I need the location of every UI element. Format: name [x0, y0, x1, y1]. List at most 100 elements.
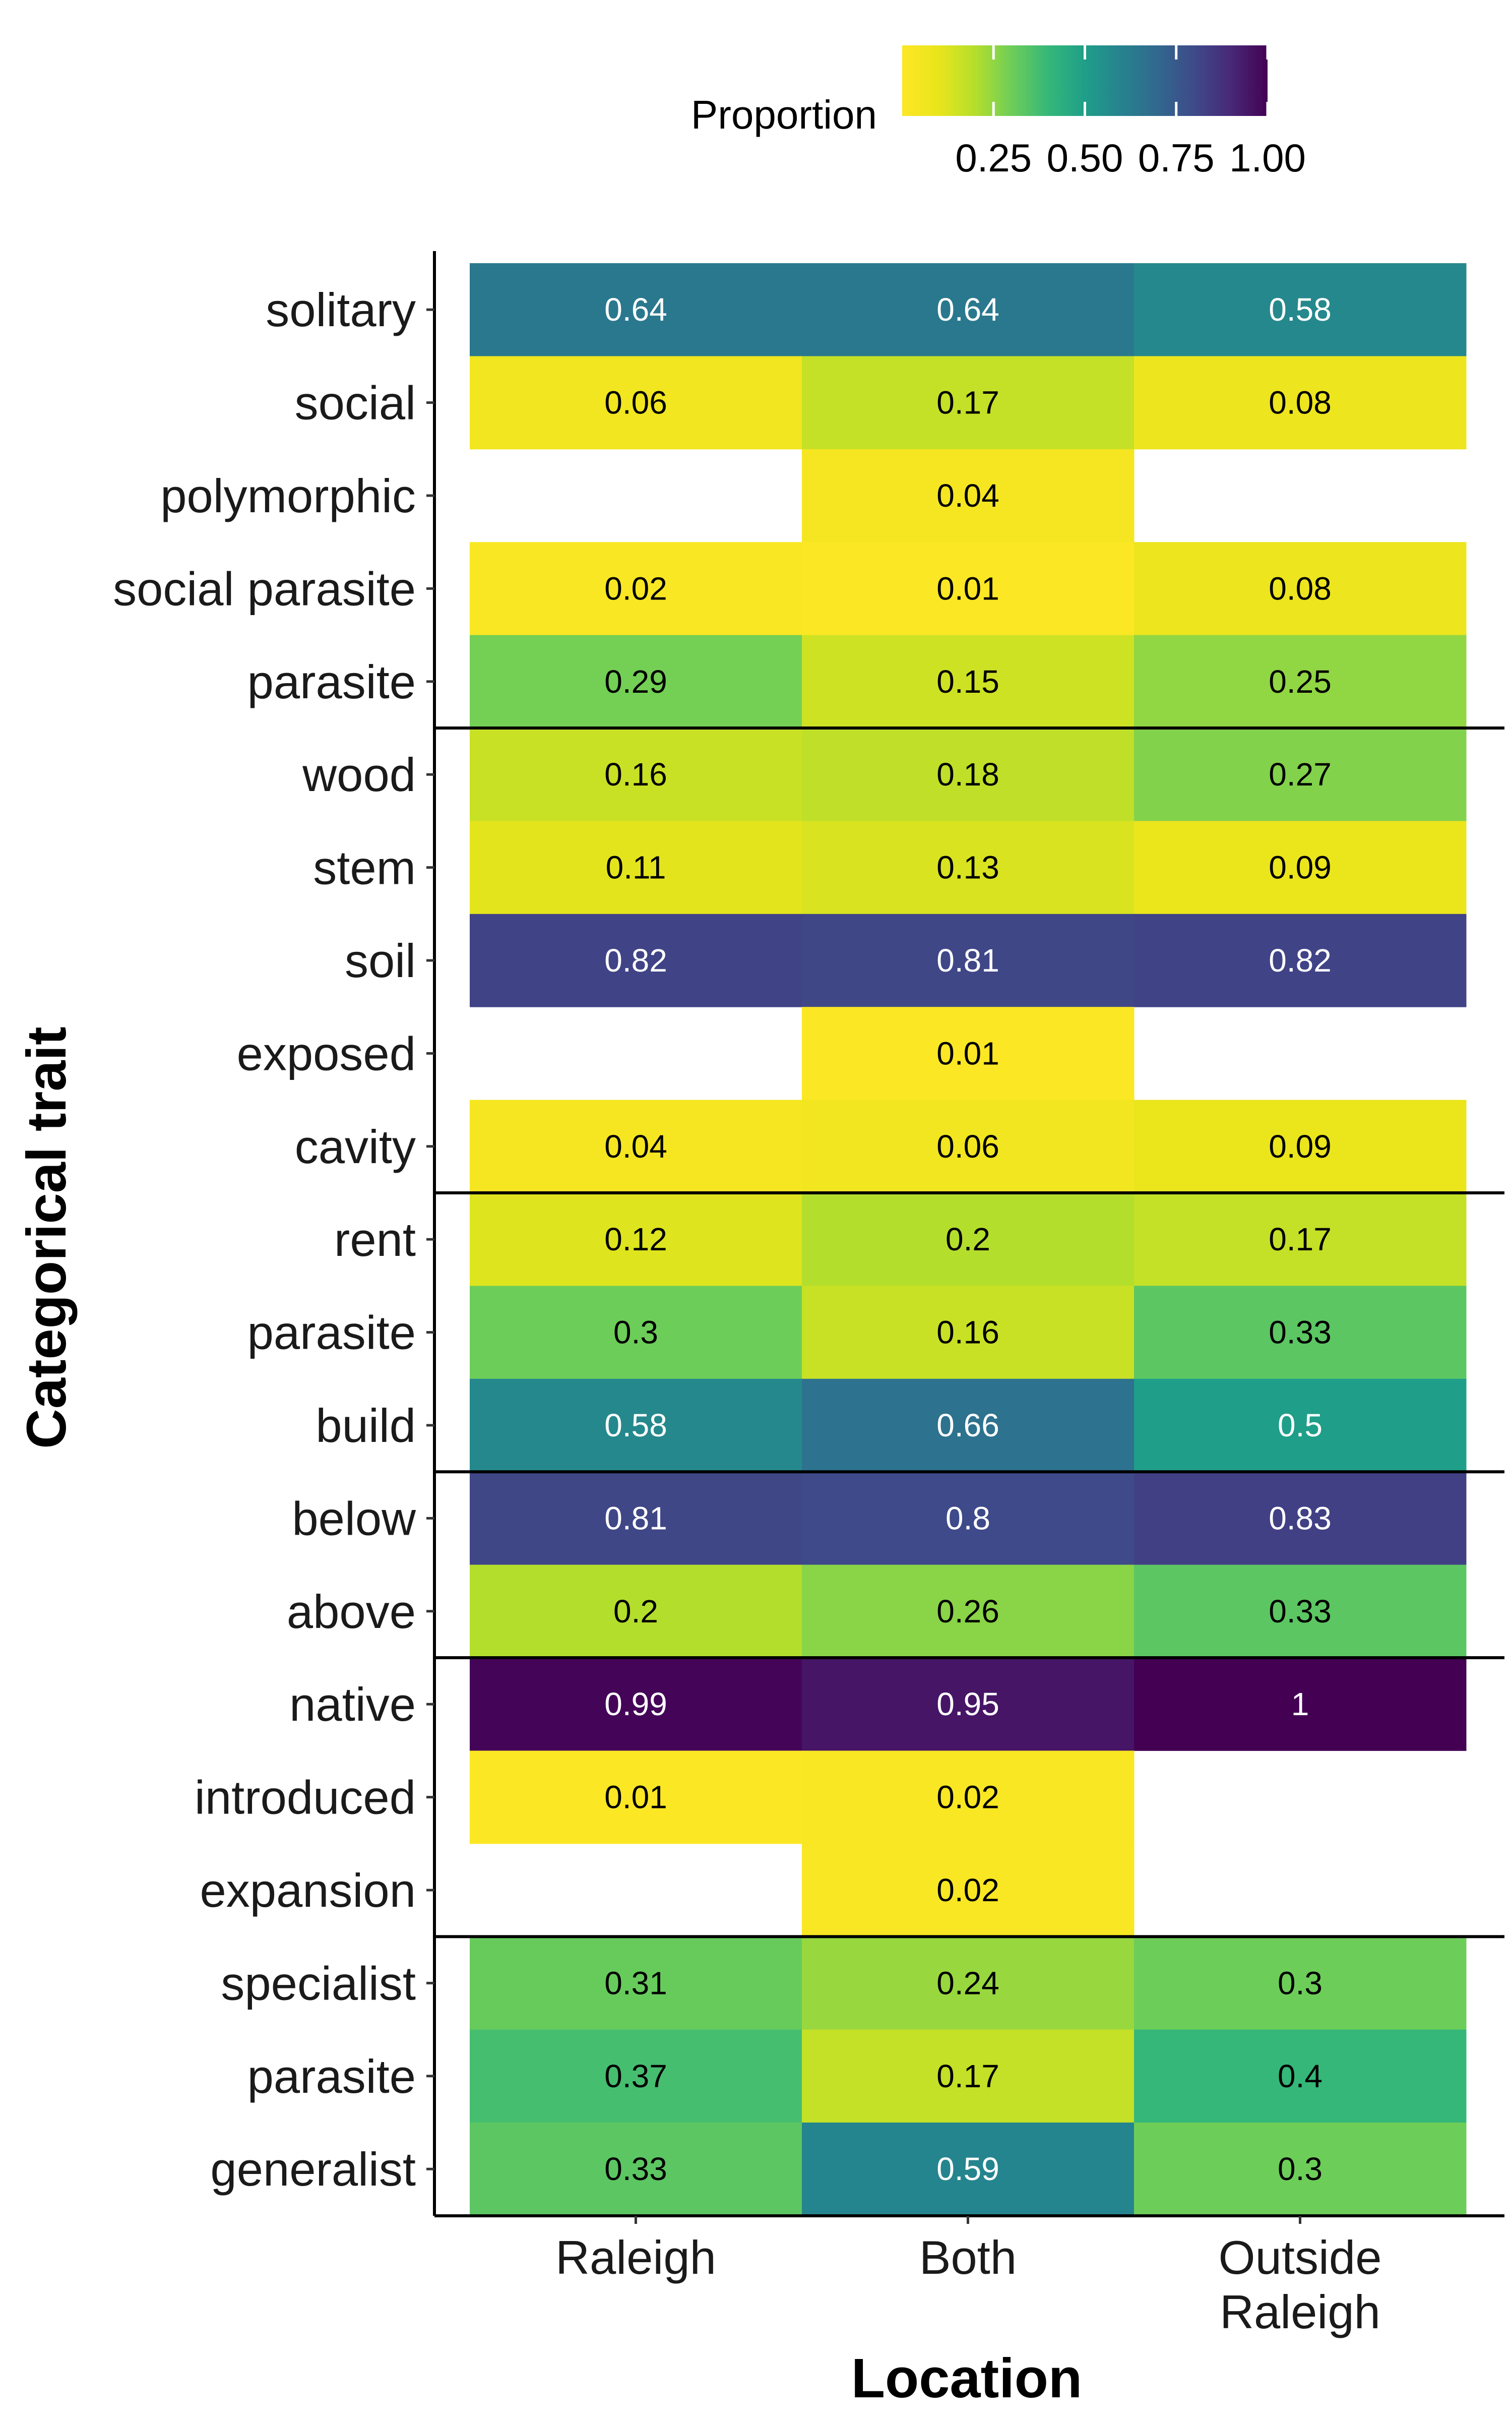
cell-value-label: 0.5: [1278, 1407, 1322, 1443]
heatmap-cell: [1134, 635, 1467, 729]
cell-value-label: 0.17: [936, 2058, 999, 2094]
heatmap-cell: [802, 1007, 1135, 1101]
x-tick-label: Raleigh: [555, 2231, 716, 2284]
heatmap-cell: [1134, 263, 1467, 356]
heatmap-cells: 0.64 0.64 0.58 0.06 0.17 0.08 0.04 0.02 0.01 0.08…: [470, 263, 1467, 2216]
heatmap-cell: [1134, 1564, 1467, 1658]
heatmap-cell: [470, 1286, 802, 1379]
cell-value-label: 0.02: [936, 1872, 999, 1908]
heatmap-cell: [802, 1937, 1135, 2030]
cell-value-label: 0.58: [1269, 291, 1332, 328]
heatmap-cell: [802, 1100, 1135, 1193]
heatmap-cell: [1134, 2029, 1467, 2123]
heatmap-cell: [1134, 821, 1467, 915]
cell-value-label: 0.2: [613, 1593, 658, 1629]
cell-value-label: 0.33: [1269, 1593, 1332, 1629]
cell-value-label: 0.13: [936, 850, 999, 886]
heatmap-cell: [1134, 1286, 1467, 1379]
heatmap-cell: [802, 2123, 1135, 2216]
y-tick-label: native: [289, 1678, 416, 1731]
cell-value-label: 0.01: [936, 1035, 999, 1071]
heatmap-cell: [802, 1750, 1135, 1844]
cell-value-label: 0.29: [604, 663, 667, 700]
y-tick-label: introduced: [195, 1771, 416, 1824]
cell-value-label: 0.25: [1269, 663, 1332, 700]
color-legend: Proportion 0.25 0.50 0.75 1.00: [691, 45, 1306, 180]
cell-value-label: 0.15: [936, 663, 999, 700]
cell-value-label: 0.58: [604, 1407, 667, 1443]
legend-tick-label: 0.75: [1138, 136, 1215, 180]
y-tick-label: parasite: [247, 1306, 416, 1359]
heatmap-cell: [802, 2029, 1135, 2123]
cell-value-label: 0.31: [604, 1965, 667, 2001]
cell-value-label: 0.66: [936, 1407, 999, 1443]
cell-value-label: 0.09: [1269, 1128, 1332, 1165]
cell-value-label: 0.33: [1269, 1314, 1332, 1351]
heatmap-cell: [1134, 356, 1467, 450]
cell-value-label: 0.12: [604, 1221, 667, 1257]
cell-value-label: 0.02: [604, 570, 667, 607]
cell-value-label: 0.3: [1278, 2151, 1322, 2187]
y-tick-label: specialist: [221, 1957, 416, 2010]
heatmap-cell: [802, 821, 1135, 915]
heatmap-cell: [470, 1193, 802, 1286]
cell-value-label: 0.08: [1269, 385, 1332, 421]
cell-value-label: 0.06: [936, 1128, 999, 1165]
heatmap-cell: [1134, 2123, 1467, 2216]
y-tick-label: cavity: [295, 1120, 416, 1173]
x-tick-label: Outside Raleigh: [1219, 2231, 1382, 2338]
heatmap-cell: [802, 449, 1135, 542]
legend-tick-label: 0.50: [1047, 136, 1123, 180]
cell-value-label: 0.59: [936, 2151, 999, 2187]
cell-value-label: 0.64: [604, 291, 667, 328]
y-axis-title: Categorical trait: [16, 1026, 78, 1448]
heatmap-cell: [802, 728, 1135, 821]
heatmap-cell: [470, 1564, 802, 1658]
heatmap-cell: [802, 1193, 1135, 1286]
y-tick-label: build: [316, 1399, 416, 1452]
y-tick-label: exposed: [237, 1027, 416, 1080]
cell-value-label: 0.81: [936, 942, 999, 979]
heatmap-cell: [1134, 1472, 1467, 1565]
heatmap-cell: [1134, 728, 1467, 821]
cell-value-label: 0.8: [946, 1500, 990, 1536]
heatmap-cell: [802, 1286, 1135, 1379]
y-tick-label: soil: [345, 934, 416, 987]
heatmap-cell: [1134, 914, 1467, 1007]
legend-title: Proportion: [691, 92, 877, 137]
heatmap-cell: [802, 542, 1135, 636]
cell-value-label: 0.99: [604, 1686, 667, 1722]
cell-value-label: 0.2: [946, 1221, 990, 1257]
cell-value-label: 0.02: [936, 1779, 999, 1816]
group-separators: [434, 727, 1504, 1939]
cell-value-label: 0.26: [936, 1593, 999, 1629]
cell-value-label: 0.37: [604, 2058, 667, 2094]
cell-value-label: 0.83: [1269, 1500, 1332, 1536]
y-tick-label: parasite: [247, 2050, 416, 2103]
legend-tick-label: 0.25: [955, 136, 1032, 180]
legend-tick-label: 1.00: [1229, 136, 1306, 180]
heatmap-cell: [1134, 1658, 1467, 1751]
cell-value-label: 0.16: [936, 1314, 999, 1351]
cell-value-label: 0.64: [936, 291, 999, 328]
heatmap-cell: [470, 728, 802, 821]
y-tick-label: below: [292, 1492, 416, 1545]
y-tick-label: rent: [334, 1213, 416, 1266]
cell-value-label: 0.04: [604, 1128, 667, 1165]
heatmap-cell: [470, 2123, 802, 2216]
heatmap-cell: [802, 263, 1135, 356]
cell-value-label: 0.18: [936, 756, 999, 793]
cell-value-label: 0.17: [1269, 1221, 1332, 1257]
cell-value-label: 0.4: [1278, 2058, 1322, 2094]
heatmap-cell: [470, 1937, 802, 2030]
y-tick-label: solitary: [266, 283, 416, 336]
cell-value-label: 0.11: [606, 850, 666, 886]
cell-value-label: 0.82: [604, 942, 667, 979]
heatmap-cell: [470, 1472, 802, 1565]
heatmap-cell: [470, 2029, 802, 2123]
heatmap-cell: [802, 1843, 1135, 1937]
cell-value-label: 0.82: [1269, 942, 1332, 979]
y-tick-label: parasite: [247, 655, 416, 708]
heatmap-cell: [470, 1658, 802, 1751]
heatmap-cell: [470, 263, 802, 356]
